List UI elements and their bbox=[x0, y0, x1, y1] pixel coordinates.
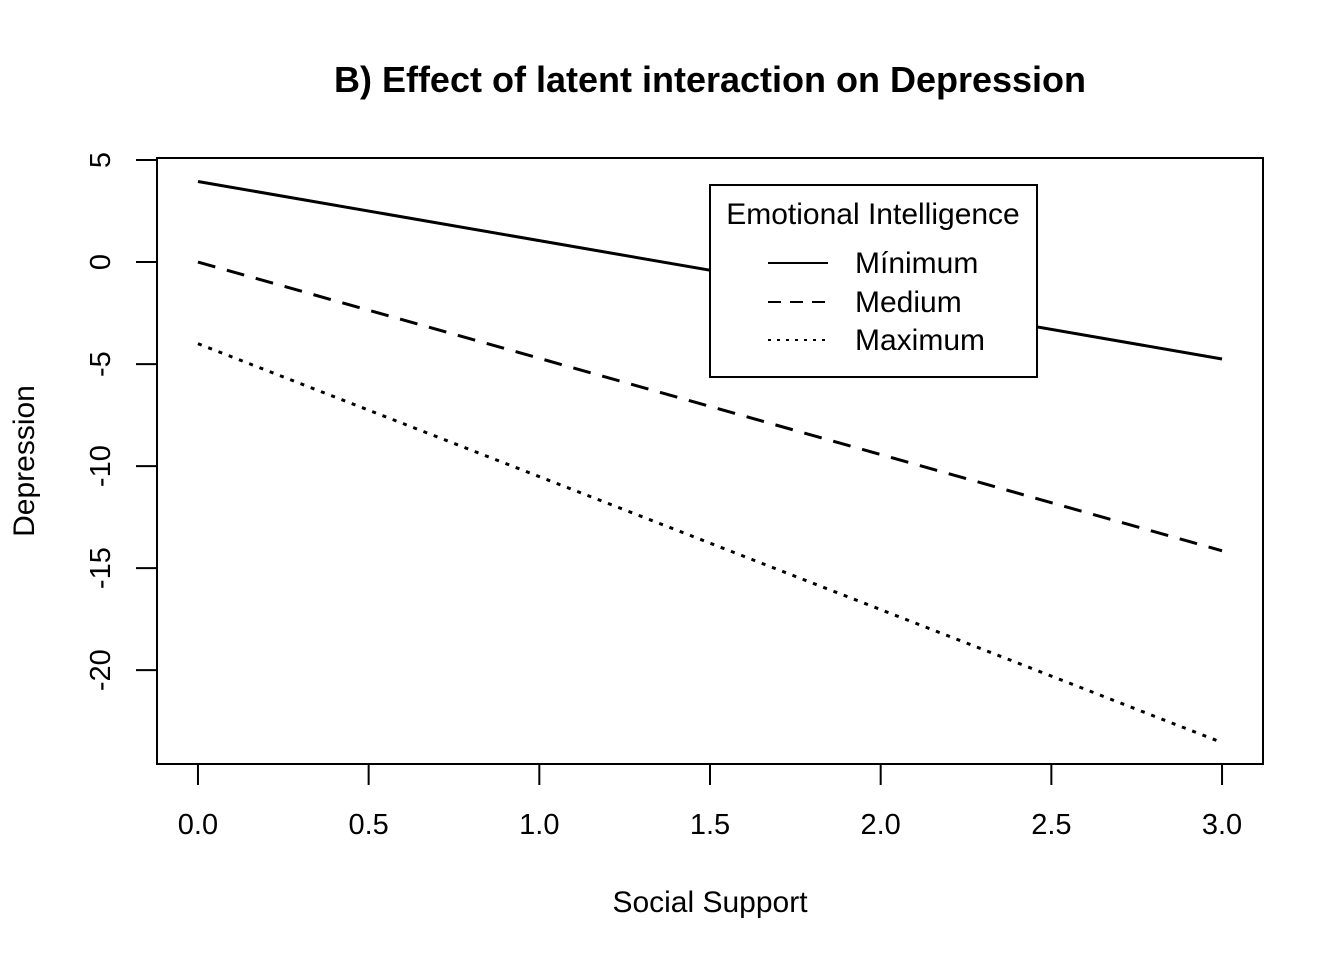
x-tick-label: 3.0 bbox=[1202, 809, 1242, 841]
legend-label: Medium bbox=[855, 286, 962, 319]
legend-label: Maximum bbox=[855, 324, 985, 357]
x-tick-label: 2.0 bbox=[861, 809, 901, 841]
chart-title: B) Effect of latent interaction on Depre… bbox=[334, 59, 1086, 100]
legend: Emotional Intelligence Mínimum Medium Maxi… bbox=[709, 184, 1038, 378]
x-tick-label: 1.0 bbox=[519, 809, 559, 841]
series-line-maximum bbox=[197, 342, 1223, 744]
y-tick-label: -5 bbox=[85, 351, 117, 377]
legend-label: Mínimum bbox=[855, 247, 978, 280]
legend-items: Mínimum Medium Maximum bbox=[768, 247, 985, 357]
series-line-medium bbox=[197, 260, 1223, 553]
legend-title: Emotional Intelligence bbox=[726, 198, 1020, 231]
x-tick-label: 0.0 bbox=[178, 809, 218, 841]
x-axis: 0.0 0.5 1.0 1.5 2.0 2.5 3.0 bbox=[178, 763, 1242, 841]
x-tick-label: 1.5 bbox=[690, 809, 730, 841]
y-axis-label: Depression bbox=[8, 385, 41, 537]
y-tick-label: 0 bbox=[85, 254, 117, 270]
y-tick-label: -20 bbox=[85, 649, 117, 691]
x-axis-label: Social Support bbox=[612, 886, 808, 919]
y-tick-label: -10 bbox=[85, 445, 117, 487]
y-tick-label: 5 bbox=[85, 152, 117, 168]
y-axis: 5 0 -5 -10 -15 -20 bbox=[85, 152, 158, 691]
legend-box bbox=[709, 184, 1038, 378]
x-tick-label: 0.5 bbox=[348, 809, 388, 841]
x-tick-label: 2.5 bbox=[1031, 809, 1071, 841]
y-tick-label: -15 bbox=[85, 547, 117, 589]
